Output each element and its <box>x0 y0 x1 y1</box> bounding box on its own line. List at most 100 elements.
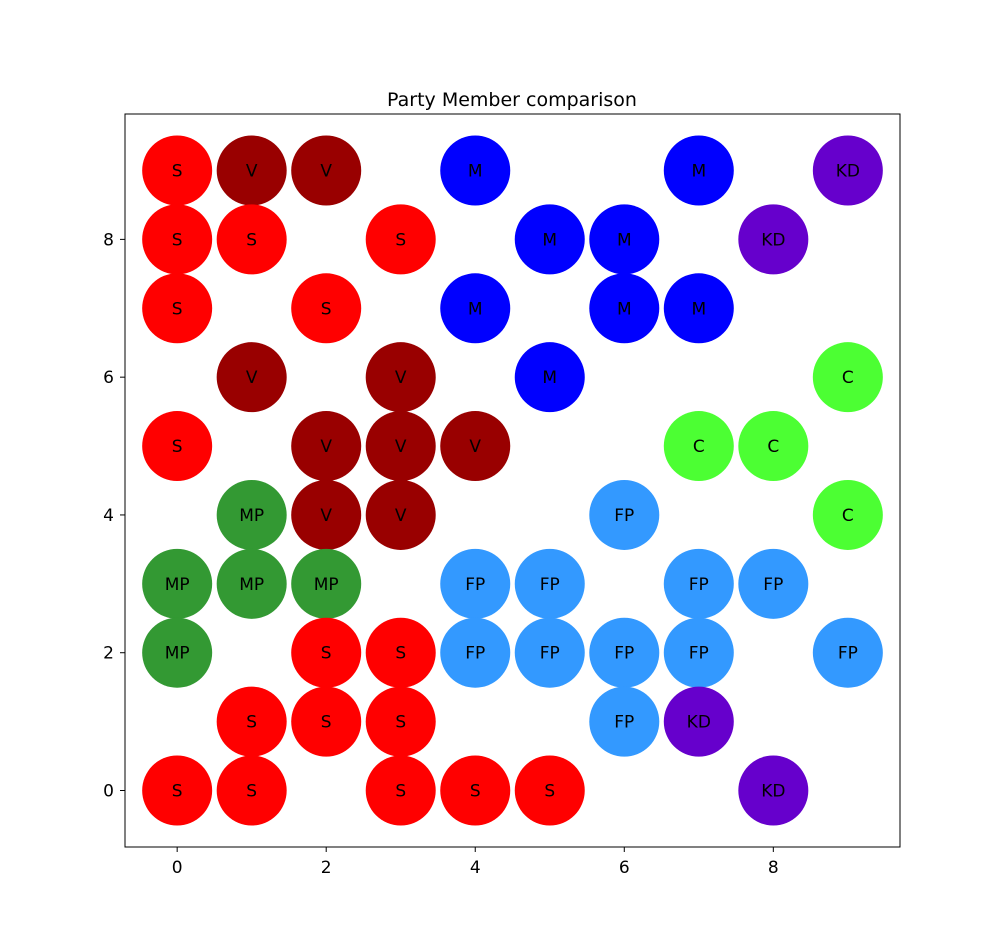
party-member-label: S <box>172 437 183 457</box>
party-member-marker <box>589 204 660 275</box>
party-member-marker <box>291 548 362 619</box>
party-member-marker <box>514 755 585 826</box>
party-member-label: V <box>395 437 407 457</box>
party-member-marker <box>589 686 660 757</box>
party-member-point: M <box>663 135 734 206</box>
party-member-point: S <box>142 755 213 826</box>
party-member-label: M <box>691 299 706 319</box>
party-member-point: FP <box>663 617 734 688</box>
party-member-marker <box>142 548 213 619</box>
party-member-label: S <box>321 299 332 319</box>
party-member-label: FP <box>689 575 709 595</box>
party-member-marker <box>514 342 585 413</box>
party-member-point: S <box>216 755 287 826</box>
party-member-label: M <box>542 230 557 250</box>
party-member-marker <box>440 273 511 344</box>
chart-title: Party Member comparison <box>387 89 637 111</box>
party-member-marker <box>738 411 809 482</box>
y-axis: 0 2 4 6 8 <box>103 230 125 802</box>
party-member-marker <box>663 273 734 344</box>
party-member-label: FP <box>763 575 783 595</box>
party-member-label: V <box>395 506 407 526</box>
party-member-point: MP <box>216 479 287 550</box>
party-member-label: FP <box>614 644 634 664</box>
party-member-marker <box>365 755 436 826</box>
party-member-point: S <box>216 686 287 757</box>
party-member-label: V <box>395 368 407 388</box>
party-member-label: S <box>321 644 332 664</box>
party-member-marker <box>365 479 436 550</box>
party-member-label: S <box>395 782 406 802</box>
party-member-label: MP <box>165 575 190 595</box>
party-member-point: M <box>514 204 585 275</box>
party-member-marker <box>812 617 883 688</box>
party-member-point: V <box>365 479 436 550</box>
party-member-marker <box>291 617 362 688</box>
party-member-label: C <box>842 506 854 526</box>
party-member-point: M <box>514 342 585 413</box>
party-member-label: MP <box>314 575 339 595</box>
party-member-label: S <box>246 782 257 802</box>
party-member-point: S <box>365 204 436 275</box>
party-member-point: S <box>142 135 213 206</box>
party-member-marker <box>365 342 436 413</box>
party-member-marker <box>216 755 287 826</box>
party-member-point: V <box>365 342 436 413</box>
party-member-point: S <box>291 686 362 757</box>
party-member-label: MP <box>239 506 264 526</box>
party-member-marker <box>365 617 436 688</box>
party-member-marker <box>291 411 362 482</box>
x-tick-label: 2 <box>321 858 332 878</box>
party-member-marker <box>216 135 287 206</box>
party-member-point: S <box>216 204 287 275</box>
y-tick-label: 2 <box>103 644 114 664</box>
party-member-point: M <box>663 273 734 344</box>
x-axis: 0 2 4 6 8 <box>172 847 779 878</box>
party-member-label: M <box>468 299 483 319</box>
party-member-point: MP <box>216 548 287 619</box>
party-member-point: FP <box>663 548 734 619</box>
party-member-point: S <box>291 273 362 344</box>
party-member-point: KD <box>738 755 809 826</box>
party-member-marker <box>663 686 734 757</box>
party-member-label: FP <box>465 575 485 595</box>
party-member-marker <box>589 617 660 688</box>
party-member-point: S <box>142 411 213 482</box>
plot-frame <box>124 113 901 848</box>
party-member-label: KD <box>687 713 711 733</box>
party-member-marker <box>142 755 213 826</box>
party-member-label: M <box>691 161 706 181</box>
party-member-point: KD <box>663 686 734 757</box>
party-member-label: V <box>320 161 332 181</box>
party-member-label: KD <box>761 230 785 250</box>
party-member-label: S <box>172 161 183 181</box>
party-member-point: S <box>365 686 436 757</box>
party-member-label: C <box>842 368 854 388</box>
party-member-point: MP <box>142 617 213 688</box>
party-member-label: V <box>246 161 258 181</box>
party-member-point: KD <box>812 135 883 206</box>
party-member-label: KD <box>761 782 785 802</box>
party-member-marker <box>142 411 213 482</box>
party-member-marker <box>589 479 660 550</box>
party-member-point: V <box>216 342 287 413</box>
party-member-point: C <box>663 411 734 482</box>
y-tick-label: 4 <box>103 506 114 526</box>
party-member-marker <box>440 755 511 826</box>
party-member-label: S <box>246 713 257 733</box>
party-member-label: S <box>246 230 257 250</box>
party-member-point: S <box>142 204 213 275</box>
party-member-label: FP <box>689 644 709 664</box>
party-member-point: M <box>440 135 511 206</box>
party-member-label: FP <box>465 644 485 664</box>
party-member-label: C <box>693 437 705 457</box>
y-tick-label: 6 <box>103 368 114 388</box>
party-member-label: V <box>320 437 332 457</box>
party-member-label: S <box>395 644 406 664</box>
party-member-point: FP <box>440 617 511 688</box>
party-member-marker <box>663 617 734 688</box>
party-member-marker <box>216 342 287 413</box>
party-member-point: S <box>365 617 436 688</box>
party-member-marker <box>738 548 809 619</box>
